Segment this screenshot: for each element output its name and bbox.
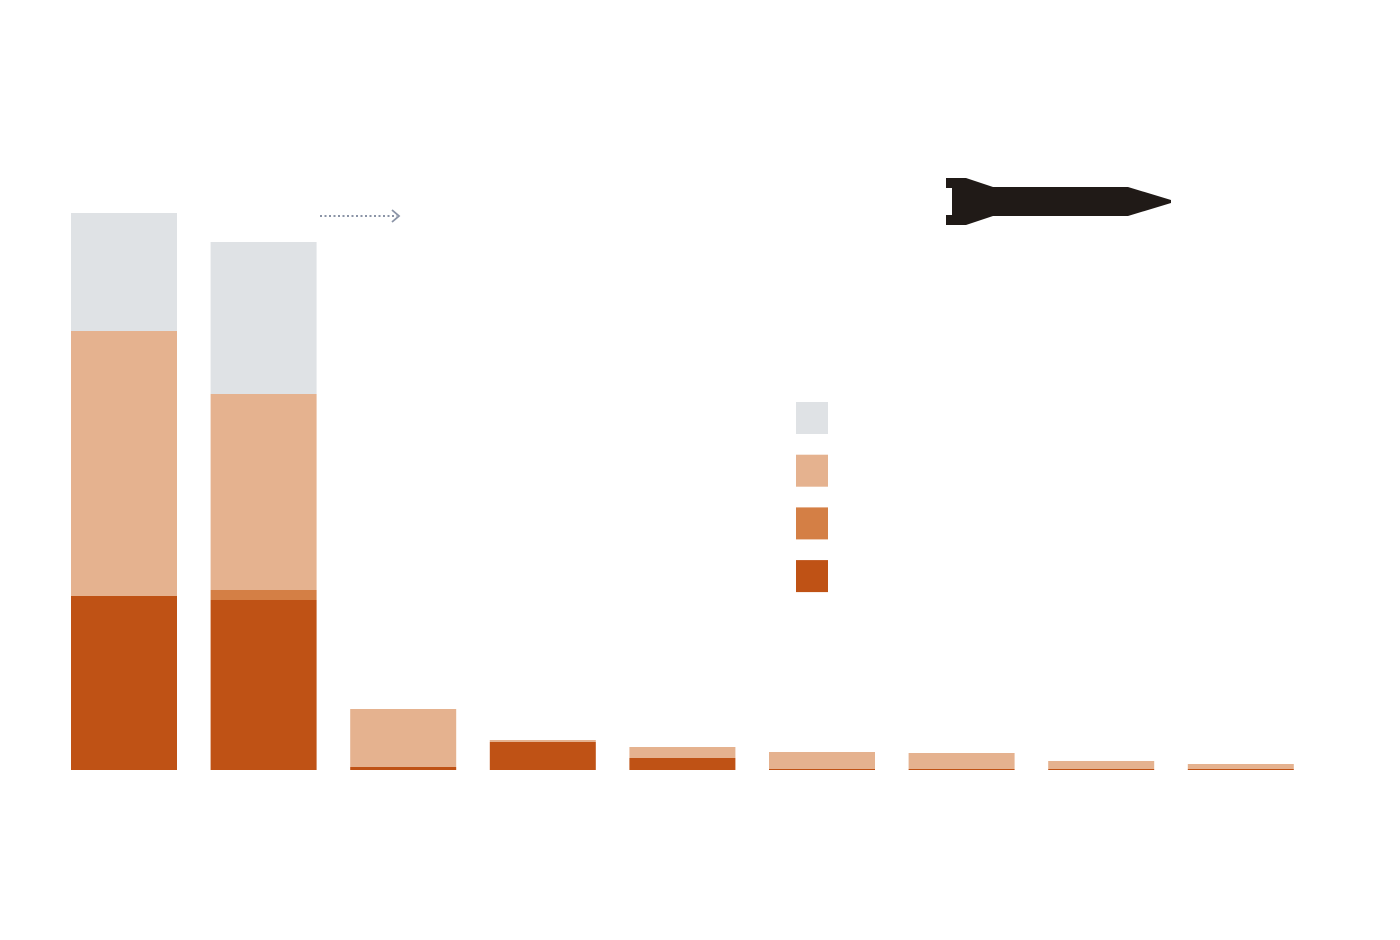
- bar-segment: [210, 590, 317, 600]
- bar-segment: [489, 740, 596, 742]
- bar-segment: [908, 753, 1015, 769]
- bar-segment: [1048, 769, 1155, 770]
- bar-segment: [769, 769, 875, 770]
- legend: [796, 402, 828, 593]
- bar-segment: [350, 709, 457, 767]
- bar-segment: [71, 331, 177, 596]
- legend-swatch: [796, 402, 828, 434]
- bar-segment: [71, 213, 177, 331]
- bar-segment: [1187, 769, 1294, 770]
- bar-segment: [908, 769, 1015, 770]
- legend-swatch: [796, 507, 828, 540]
- bar-segment: [1187, 764, 1294, 769]
- missile-icon: [946, 178, 1171, 225]
- bar-segment: [71, 596, 177, 770]
- bar-segment: [769, 752, 875, 769]
- legend-swatch: [796, 454, 828, 487]
- bar-segment: [210, 394, 317, 590]
- bar-segment: [1048, 761, 1155, 769]
- bar-segment: [350, 767, 457, 770]
- bar-segment: [210, 242, 317, 394]
- legend-swatch: [796, 560, 828, 593]
- bar-segment: [210, 600, 317, 770]
- bar-segment: [629, 758, 736, 770]
- dotted-arrow: [320, 209, 401, 223]
- bar-segment: [629, 747, 736, 758]
- bar-segment: [489, 742, 596, 770]
- bars: [71, 213, 1294, 770]
